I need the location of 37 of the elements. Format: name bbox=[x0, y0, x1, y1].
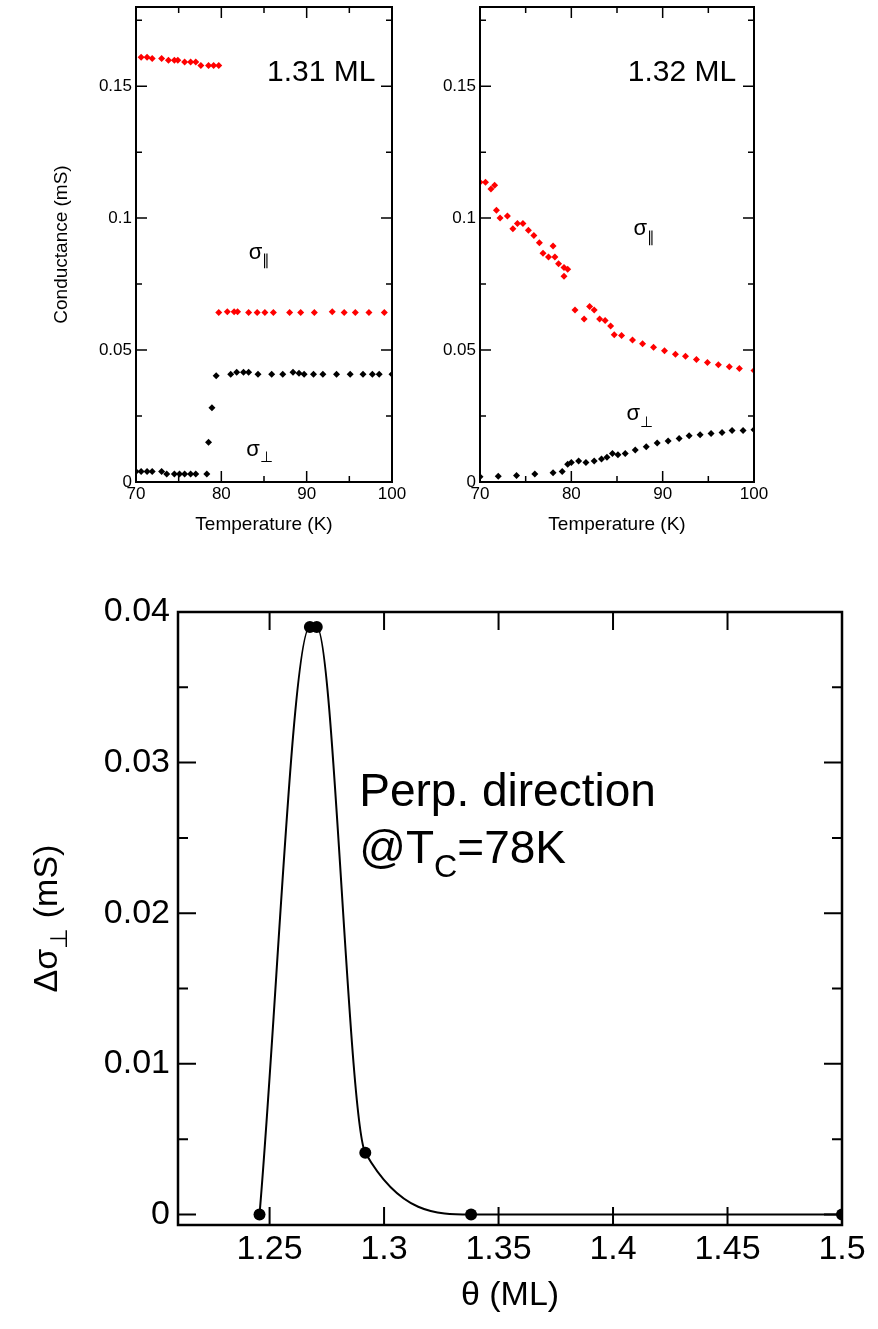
x-tick-label: 1.45 bbox=[694, 1228, 761, 1267]
annotation: σ⊥ bbox=[626, 400, 654, 430]
x-tick-label: 1.4 bbox=[589, 1228, 637, 1267]
x-tick-label: 1.3 bbox=[360, 1228, 408, 1267]
x-tick-label: 90 bbox=[653, 484, 673, 504]
y-axis-title: Δσ⊥ (mS) bbox=[25, 844, 73, 993]
y-axis-title: Conductance (mS) bbox=[49, 165, 71, 324]
y-tick-label: 0.15 bbox=[98, 75, 132, 95]
x-tick-label: 1.35 bbox=[465, 1228, 532, 1267]
y-tick-label: 0 bbox=[466, 471, 476, 491]
x-axis-title: Temperature (K) bbox=[195, 513, 333, 534]
x-tick-label: 1.5 bbox=[818, 1228, 866, 1267]
x-axis-title: Temperature (K) bbox=[548, 513, 686, 534]
y-tick-label: 0.15 bbox=[442, 75, 476, 95]
y-tick-label: 0.1 bbox=[108, 207, 132, 227]
y-tick-label: 0.01 bbox=[103, 1042, 170, 1081]
y-tick-label: 0.1 bbox=[452, 207, 476, 227]
x-tick-label: 100 bbox=[377, 484, 407, 504]
annotation: 1.32 ML bbox=[627, 53, 737, 87]
annotation: 1.31 ML bbox=[266, 53, 376, 87]
y-tick-label: 0.05 bbox=[98, 339, 132, 359]
annotation: σ∥ bbox=[633, 215, 656, 246]
y-tick-label: 0.04 bbox=[103, 590, 170, 629]
y-tick-label: 0 bbox=[151, 1192, 170, 1231]
annotation: Perp. direction bbox=[359, 764, 656, 817]
y-tick-label: 0.03 bbox=[103, 740, 170, 779]
x-tick-label: 1.25 bbox=[236, 1228, 303, 1267]
x-tick-label: 80 bbox=[561, 484, 581, 504]
y-tick-label: 0.02 bbox=[103, 891, 170, 930]
annotation: σ∥ bbox=[248, 238, 271, 270]
annotation: σ⊥ bbox=[246, 435, 273, 466]
x-axis-title: θ (ML) bbox=[460, 1274, 560, 1312]
y-tick-label: 0.05 bbox=[442, 339, 476, 359]
y-tick-label: 0 bbox=[122, 471, 132, 491]
x-tick-label: 100 bbox=[739, 484, 769, 504]
x-tick-label: 90 bbox=[297, 484, 317, 504]
x-tick-label: 80 bbox=[211, 484, 231, 504]
